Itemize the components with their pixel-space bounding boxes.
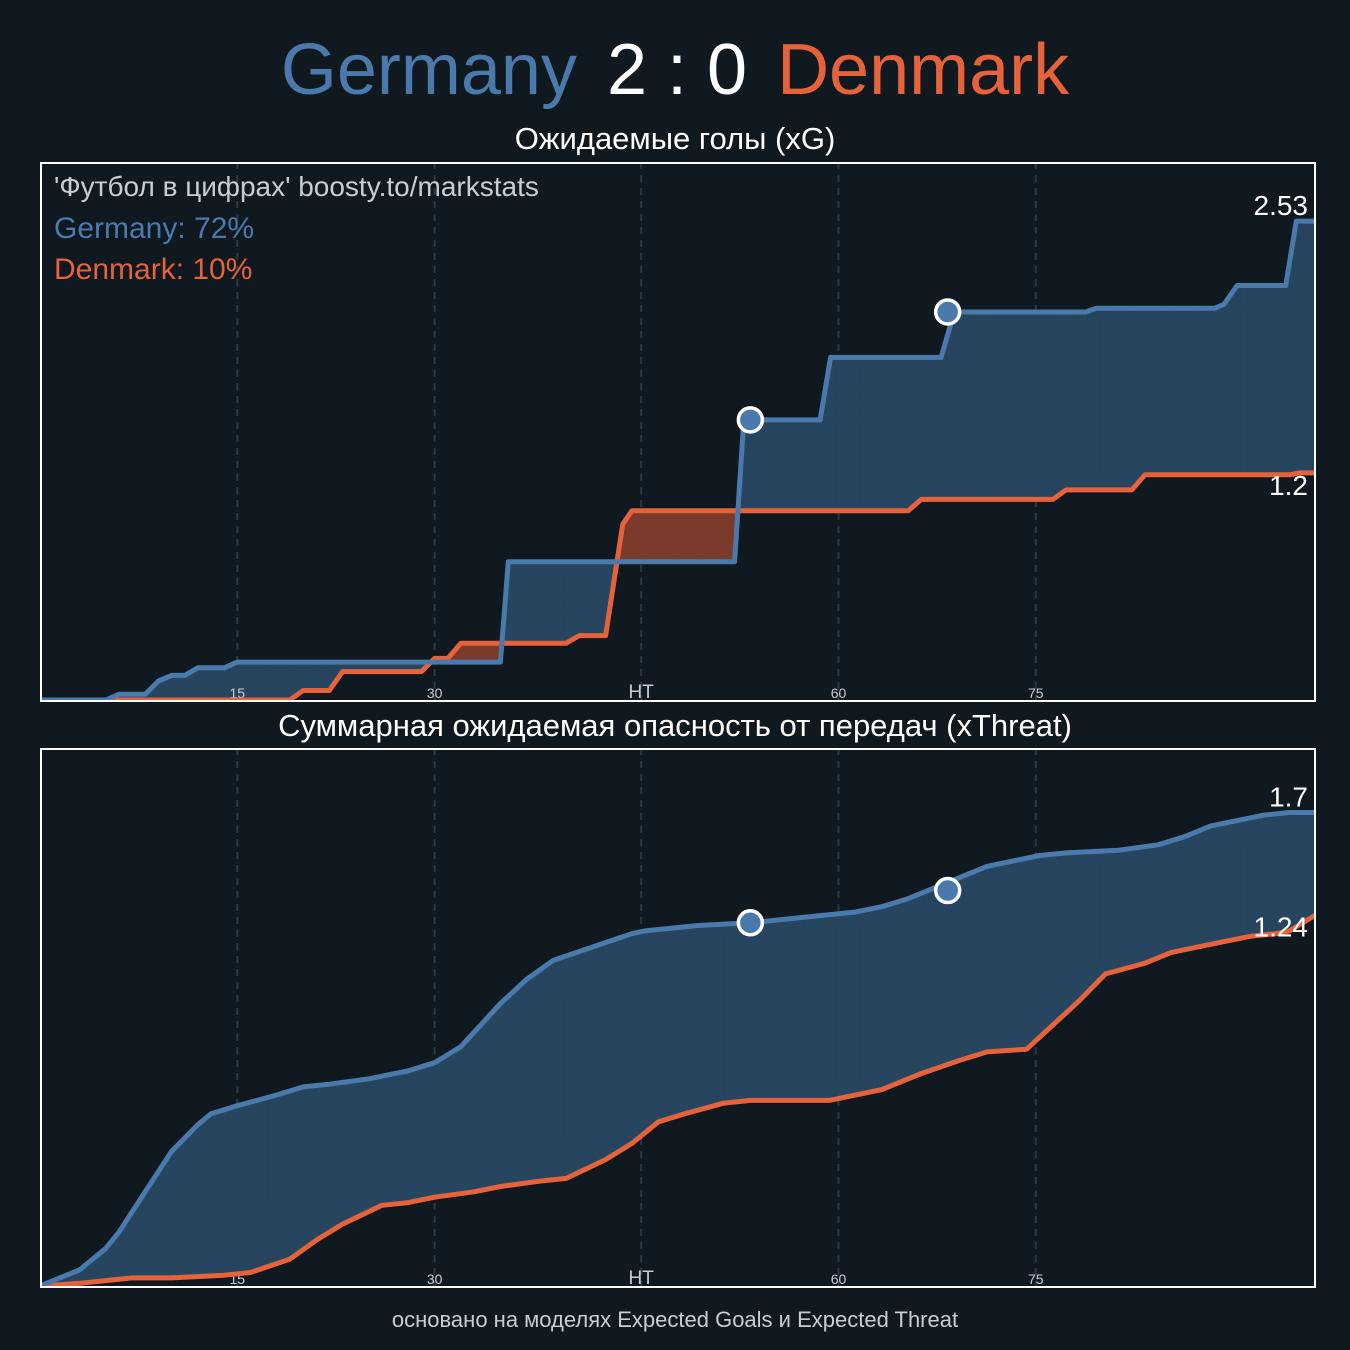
xg-goal-marker-1 (933, 298, 962, 326)
match-header: Germany 2 : 0 Denmark (0, 28, 1350, 112)
xt-end-label-away: 1.24 (1254, 912, 1309, 943)
xg-chart-title: Ожидаемые голы (xG) (514, 121, 836, 156)
xt-tick-label-3: 60 (831, 1271, 847, 1287)
footer-note: основано на моделях Expected Goals и Exp… (391, 1307, 959, 1332)
home-team-name: Germany (280, 30, 577, 110)
xg-tick-label-3: 60 (831, 685, 847, 701)
xg-line-home (40, 218, 1316, 702)
xt-line-home (40, 810, 1316, 1288)
xg-line-away (40, 470, 1316, 702)
xt-tick-label-1: 30 (427, 1271, 443, 1287)
legend-home: Germany: 72% (54, 212, 255, 245)
xthreat-chart: 15 30 HT 60 75 1.7 1.24 (40, 748, 1316, 1288)
xg-tick-label-1: 30 (427, 685, 443, 701)
xg-tick-label-0: 15 (230, 685, 246, 701)
away-team-name: Denmark (777, 30, 1070, 110)
xthreat-chart-title: Суммарная ожидаемая опасность от передач… (278, 708, 1072, 743)
watermark-annotation: 'Футбол в цифрах' boosty.to/markstats (54, 171, 539, 202)
xt-frame (40, 748, 1316, 1288)
xt-goal-marker-0 (736, 909, 765, 937)
xg-goal-marker-0 (736, 406, 765, 434)
xg-chart-svg: 15 30 HT 60 75 2.53 1.2 (40, 162, 1316, 702)
xg-tick-label-2: HT (629, 682, 655, 702)
xg-area-home-ahead (40, 220, 1316, 701)
xt-area-home-ahead (40, 812, 1316, 1287)
xt-tick-label-2: HT (629, 1268, 655, 1288)
xg-frame (40, 162, 1316, 702)
xt-goal-marker-1 (933, 876, 962, 905)
legend-away: Denmark: 10% (54, 253, 253, 286)
xg-end-label-home: 2.53 (1254, 190, 1309, 221)
match-score: 2 : 0 (606, 30, 748, 110)
xg-tick-label-4: 75 (1028, 685, 1044, 701)
xthreat-chart-svg: 15 30 HT 60 751.71.24 (40, 748, 1316, 1288)
xg-end-label-away: 1.2 (1269, 470, 1308, 501)
xt-tick-label-4: 75 (1028, 1271, 1044, 1287)
xt-end-label-home: 1.7 (1269, 781, 1308, 812)
xg-chart: 15 30 HT 60 75 2.53 1.2 'Футбол в цифрах' boos… (40, 162, 1316, 702)
xt-line-away (40, 912, 1316, 1288)
